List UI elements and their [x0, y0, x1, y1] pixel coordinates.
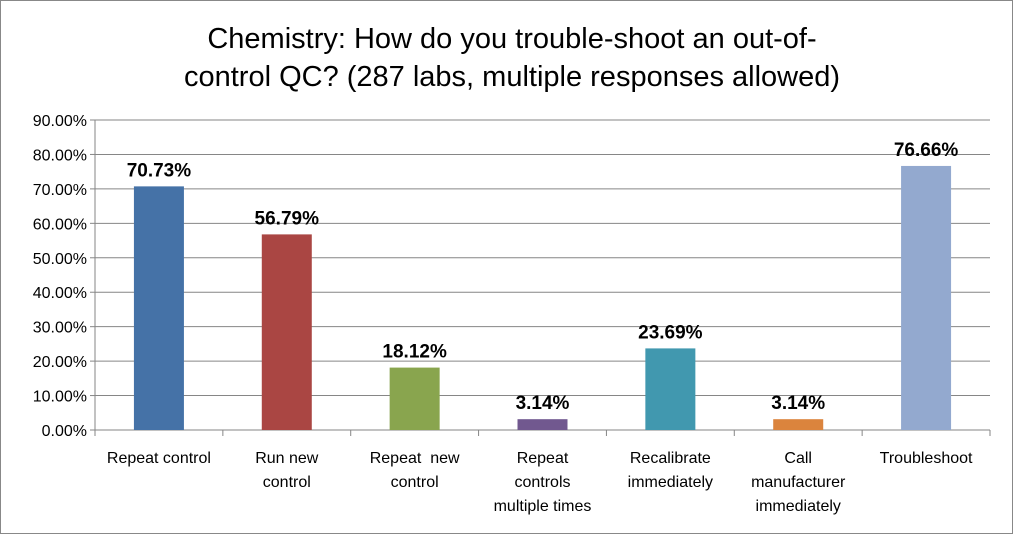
- bar: [389, 367, 440, 430]
- y-tick-label: 70.00%: [33, 182, 87, 199]
- y-tick-label: 30.00%: [33, 320, 87, 337]
- data-label: 18.12%: [382, 342, 447, 363]
- chart-title-line-2: control QC? (287 labs, multiple response…: [184, 61, 840, 93]
- data-label: 3.14%: [771, 393, 825, 414]
- x-tick-label: Repeat new: [370, 450, 460, 467]
- x-tick-label: multiple times: [494, 498, 592, 515]
- x-tick-label: control: [263, 474, 311, 491]
- x-tick-label: Recalibrate: [630, 450, 711, 467]
- x-tick-label: Run new: [255, 450, 319, 467]
- y-tick-label: 60.00%: [33, 216, 87, 233]
- y-tick-label: 80.00%: [33, 147, 87, 164]
- bar: [517, 419, 568, 430]
- x-tick-label: immediately: [756, 498, 841, 515]
- x-tick-label: controls: [514, 474, 570, 491]
- x-tick-label: Call: [784, 450, 812, 467]
- x-tick-label: Repeat control: [107, 450, 211, 467]
- x-tick-label: Repeat: [517, 450, 569, 467]
- data-label: 76.66%: [894, 140, 959, 161]
- data-label: 70.73%: [127, 160, 192, 181]
- x-tick-label: immediately: [628, 474, 713, 491]
- x-tick-label: manufacturer: [751, 474, 846, 491]
- data-label: 23.69%: [638, 322, 703, 343]
- y-tick-label: 10.00%: [33, 389, 87, 406]
- data-label: 56.79%: [255, 208, 320, 229]
- bar: [773, 419, 824, 430]
- y-tick-label: 0.00%: [42, 423, 87, 440]
- y-tick-label: 20.00%: [33, 354, 87, 371]
- y-tick-label: 90.00%: [33, 113, 87, 130]
- x-tick-label: control: [391, 474, 439, 491]
- chart-title-line-1: Chemistry: How do you trouble-shoot an o…: [207, 23, 816, 55]
- bar: [133, 186, 184, 430]
- y-tick-label: 40.00%: [33, 285, 87, 302]
- x-tick-label: Troubleshoot: [880, 450, 973, 467]
- bar: [261, 234, 312, 430]
- bar: [901, 165, 952, 430]
- bar: [645, 348, 696, 430]
- data-label: 3.14%: [516, 393, 570, 414]
- y-tick-label: 50.00%: [33, 251, 87, 268]
